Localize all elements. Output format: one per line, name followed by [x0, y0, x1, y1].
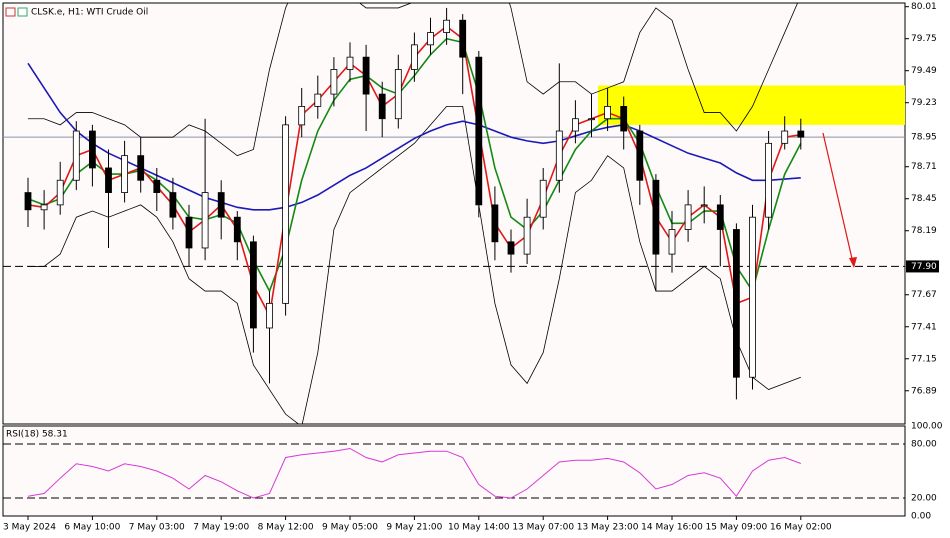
y-tick-label: 77.41	[911, 322, 937, 332]
x-tick-label: 15 May 09:00	[706, 523, 768, 533]
candle-body	[378, 93, 386, 120]
y-tick-label: 79.75	[911, 34, 937, 44]
candle-body	[572, 118, 579, 132]
price-line-label: 77.90	[911, 262, 937, 272]
candle-body	[427, 32, 434, 46]
candle-body	[443, 19, 451, 33]
x-tick-label: 9 May 21:00	[386, 523, 442, 533]
x-tick-label: 13 May 07:00	[512, 523, 574, 533]
icon	[17, 7, 28, 17]
candle-body	[733, 229, 740, 378]
price-line-label: 78.95	[911, 133, 937, 143]
x-tick-label: 8 May 12:00	[258, 523, 314, 533]
y-tick-label: 80.00	[911, 440, 937, 450]
y-tick-label: 78.45	[911, 194, 937, 204]
indicator-line	[28, 3, 799, 157]
x-tick-label: 10 May 14:00	[448, 523, 510, 533]
forecast-arrow-head	[849, 257, 857, 268]
candle-body	[684, 204, 692, 230]
candle-body	[298, 106, 306, 126]
candle-body	[201, 192, 209, 249]
x-tick-label: 9 May 05:00	[322, 523, 378, 533]
y-tick-label: 77.67	[911, 290, 937, 300]
candle-body	[137, 155, 145, 181]
candle-body	[749, 216, 756, 378]
x-tick-label: 16 May 02:00	[770, 523, 832, 533]
candle-body	[410, 44, 418, 70]
y-tick-label: 80.01	[911, 2, 937, 12]
candle-body	[266, 302, 273, 329]
candle-body	[475, 56, 483, 206]
axes: 80.01 79.75 79.49 79.23 78.71 78.45 78.19 77.67…	[3, 2, 943, 532]
candle-body	[797, 130, 805, 138]
candle-body	[491, 204, 499, 243]
chart-title: CLSK.e, H1: WTI Crude Oil	[31, 8, 148, 18]
candle-body	[105, 167, 112, 193]
price-plot	[3, 3, 905, 424]
x-tick-label: 7 May 03:00	[129, 523, 185, 533]
y-tick-label: 0.00	[911, 512, 931, 522]
candle-body	[282, 124, 290, 304]
y-tick-label: 76.89	[911, 386, 937, 396]
candle-body	[588, 118, 595, 121]
resistance-zone	[598, 85, 905, 125]
candle-body	[56, 179, 64, 206]
y-tick-label: 79.23	[911, 98, 937, 108]
candle-body	[249, 241, 257, 329]
x-tick-label: 3 May 2024	[3, 523, 56, 533]
rsi-line	[27, 447, 801, 499]
candle-body	[330, 69, 338, 95]
y-tick-label: 77.15	[911, 354, 937, 364]
forecast-arrow	[822, 132, 854, 264]
candle-body	[72, 130, 80, 181]
candle-body	[217, 192, 225, 218]
candle-body	[459, 19, 467, 58]
candle-body	[716, 204, 724, 230]
candle-body	[185, 216, 193, 249]
candle-body	[169, 192, 177, 218]
candle-body	[555, 130, 563, 181]
rsi-panel	[2, 425, 906, 517]
candle-body	[507, 241, 515, 255]
candle-body	[523, 216, 531, 255]
candle-body	[153, 179, 161, 193]
candle-body	[233, 216, 241, 243]
candle-body	[652, 179, 660, 255]
candle-body	[24, 192, 32, 211]
y-tick-label: 79.49	[911, 66, 937, 76]
candle-body	[362, 56, 370, 95]
price-label-box	[906, 260, 939, 273]
candle-body	[40, 204, 48, 211]
candle-body	[539, 179, 547, 218]
icon	[5, 7, 16, 17]
x-tick-label: 7 May 19:00	[193, 523, 249, 533]
candle-body	[636, 130, 644, 181]
candle-body	[765, 142, 772, 218]
y-tick-label: 20.00	[911, 494, 937, 504]
x-tick-label: 6 May 10:00	[64, 523, 120, 533]
indicator-line	[28, 106, 801, 424]
rsi-title: RSI(18) 58.31	[6, 430, 68, 440]
candle-body	[394, 69, 402, 120]
candle-body	[121, 155, 128, 193]
candle-body	[781, 130, 789, 144]
y-tick-label: 78.19	[911, 226, 937, 236]
candle-body	[89, 130, 96, 169]
rsi-plot	[3, 426, 905, 516]
candle-body	[668, 229, 676, 255]
y-tick-label: 78.71	[911, 162, 937, 172]
candle-body	[604, 106, 611, 120]
x-tick-label: 14 May 16:00	[641, 523, 703, 533]
candle-body	[700, 204, 708, 207]
y-tick-label: 100.00	[911, 422, 943, 432]
candle-body	[620, 106, 628, 132]
candle-body	[346, 56, 354, 70]
candle-body	[314, 93, 322, 107]
x-tick-label: 13 May 23:00	[577, 523, 639, 533]
